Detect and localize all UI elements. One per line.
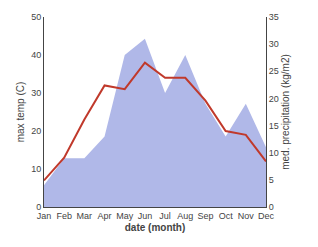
svg-text:35: 35 (269, 12, 279, 22)
svg-text:30: 30 (269, 39, 279, 49)
svg-text:Sep: Sep (197, 211, 213, 221)
svg-text:10: 10 (31, 164, 41, 174)
svg-text:Nov: Nov (238, 211, 255, 221)
svg-text:Mar: Mar (77, 211, 93, 221)
svg-text:20: 20 (269, 94, 279, 104)
svg-text:0: 0 (269, 202, 274, 212)
svg-text:50: 50 (31, 12, 41, 22)
svg-text:10: 10 (269, 148, 279, 158)
svg-text:Dec: Dec (258, 211, 275, 221)
svg-text:Aug: Aug (177, 211, 193, 221)
svg-text:Feb: Feb (56, 211, 72, 221)
svg-text:25: 25 (269, 66, 279, 76)
svg-text:15: 15 (269, 121, 279, 131)
svg-text:Jan: Jan (37, 211, 52, 221)
svg-text:30: 30 (31, 88, 41, 98)
svg-text:5: 5 (269, 175, 274, 185)
svg-text:Jun: Jun (138, 211, 153, 221)
svg-text:med. precipitation (kg/m2): med. precipitation (kg/m2) (280, 54, 291, 170)
svg-text:Jul: Jul (159, 211, 171, 221)
svg-text:max temp (C): max temp (C) (15, 82, 26, 143)
svg-text:40: 40 (31, 50, 41, 60)
svg-text:20: 20 (31, 126, 41, 136)
svg-text:0: 0 (36, 202, 41, 212)
svg-text:date (month): date (month) (125, 222, 186, 233)
svg-text:May: May (116, 211, 134, 221)
svg-text:Apr: Apr (98, 211, 112, 221)
svg-text:Oct: Oct (219, 211, 234, 221)
